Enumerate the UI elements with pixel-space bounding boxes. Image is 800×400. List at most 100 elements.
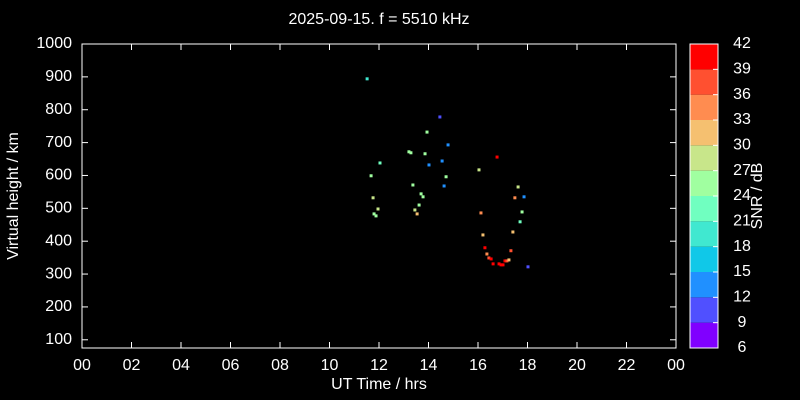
colorbar-tick-label: 6 [738,339,747,356]
colorbar-bin [690,69,718,95]
point [417,203,421,207]
y-tick-label: 200 [45,298,72,315]
colorbar-bin [690,145,718,171]
colorbar-tick-label: 39 [733,61,751,78]
point [413,208,417,212]
x-axis-label: UT Time / hrs [331,376,427,393]
point [419,192,423,196]
point [372,212,376,216]
colorbar-bin [690,170,718,196]
y-tick-label: 500 [45,200,72,217]
point [442,184,446,188]
colorbar-bin [690,196,718,222]
colorbar-tick-label: 21 [733,213,751,230]
y-tick-label: 700 [45,134,72,151]
point [411,183,415,187]
point [505,259,509,263]
x-tick-label: 12 [370,357,388,374]
point [425,130,429,134]
y-tick-label: 800 [45,101,72,118]
point [503,259,507,263]
point [491,262,495,266]
point [507,258,511,262]
y-tick-label: 400 [45,232,72,249]
colorbar-bin [690,221,718,247]
y-tick-label: 100 [45,331,72,348]
point [371,196,375,200]
y-tick-label: 600 [45,167,72,184]
point [409,151,413,155]
point [378,161,382,165]
x-tick-label: 18 [519,357,537,374]
x-tick-label: 04 [172,357,190,374]
colorbar-tick-label: 12 [733,289,751,306]
point [423,152,427,156]
x-tick-label: 06 [222,357,240,374]
colorbar-bin [690,246,718,272]
colorbar-tick-label: 18 [733,238,751,255]
y-tick-label: 900 [45,68,72,85]
point [497,262,501,266]
x-tick-label: 22 [618,357,636,374]
colorbar-bin [690,322,718,348]
point [509,249,513,253]
x-tick-label: 02 [123,357,141,374]
point [374,214,378,218]
x-tick-label: 10 [321,357,339,374]
colorbar-tick-label: 24 [733,187,751,204]
point [522,195,526,199]
colorbar-label: SNR / dB [749,163,766,230]
colorbar-tick-label: 33 [733,111,751,128]
point [479,211,483,215]
colorbar-bin [690,272,718,298]
point [440,159,444,163]
point [376,207,380,211]
colorbar-bin [690,297,718,323]
chart-title: 2025-09-15. f = 5510 kHz [288,11,469,28]
point [518,220,522,224]
point [365,77,369,81]
point [446,143,450,147]
colorbar-bin [690,44,718,70]
x-tick-label: 08 [271,357,289,374]
colorbar-bin [690,120,718,146]
x-tick-label: 14 [420,357,438,374]
colorbar-tick-label: 9 [738,314,747,331]
point [487,256,491,260]
point [511,230,515,234]
x-tick-label: 16 [469,357,487,374]
colorbar-tick-label: 15 [733,263,751,280]
y-tick-label: 1000 [36,35,72,52]
y-tick-label: 300 [45,265,72,282]
point [513,196,517,200]
point [415,212,419,216]
point [444,175,448,179]
point [520,210,524,214]
point [407,150,411,154]
x-tick-label: 00 [73,357,91,374]
colorbar-tick-label: 30 [733,137,751,154]
point [489,257,493,261]
colorbar-tick-label: 42 [733,35,751,52]
point [421,195,425,199]
point [516,185,520,189]
point [499,263,503,267]
colorbar-tick-label: 36 [733,86,751,103]
colorbar-tick-label: 27 [733,162,751,179]
point [485,252,489,256]
x-tick-label: 20 [568,357,586,374]
colorbar-bin [690,94,718,120]
point [483,246,487,250]
point [481,233,485,237]
y-axis-label: Virtual height / km [5,132,22,260]
point [477,168,481,172]
point [438,115,442,119]
point [526,265,530,269]
point [501,263,505,267]
x-tick-label: 00 [667,357,685,374]
point [495,155,499,159]
point [369,174,373,178]
